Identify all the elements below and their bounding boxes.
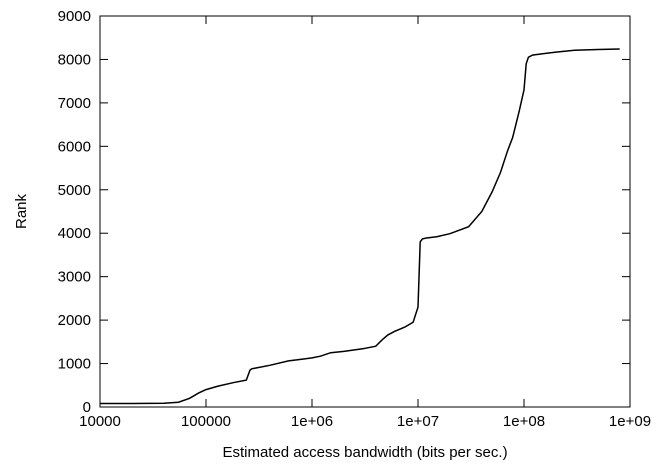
x-axis-label: Estimated access bandwidth (bits per sec… [222,444,507,461]
y-tick-label: 1000 [58,356,91,373]
x-tick-label: 1e+06 [291,413,333,430]
x-axis-ticks: 10000 100000 1e+06 1e+07 1e+08 1e+09 [79,16,651,430]
y-tick-label: 4000 [58,225,91,242]
plot-frame [99,15,631,408]
data-series-line [100,48,620,405]
x-tick-label: 1e+09 [609,413,651,430]
x-tick-label: 1e+08 [503,413,545,430]
x-tick-label: 100000 [181,413,231,430]
x-tick-label: 10000 [79,413,121,430]
y-axis-ticks: 0 1000 2000 3000 4000 5000 6000 7000 8000 9000 [58,8,630,416]
y-tick-label: 9000 [58,8,91,25]
y-tick-label: 2000 [58,312,91,329]
y-tick-label: 0 [83,399,91,416]
y-tick-label: 8000 [58,51,91,68]
y-tick-label: 5000 [58,182,91,199]
y-tick-label: 6000 [58,138,91,155]
y-axis-label: Rank [13,193,30,229]
y-tick-label: 7000 [58,95,91,112]
y-tick-label: 3000 [58,269,91,286]
x-tick-label: 1e+07 [397,413,439,430]
